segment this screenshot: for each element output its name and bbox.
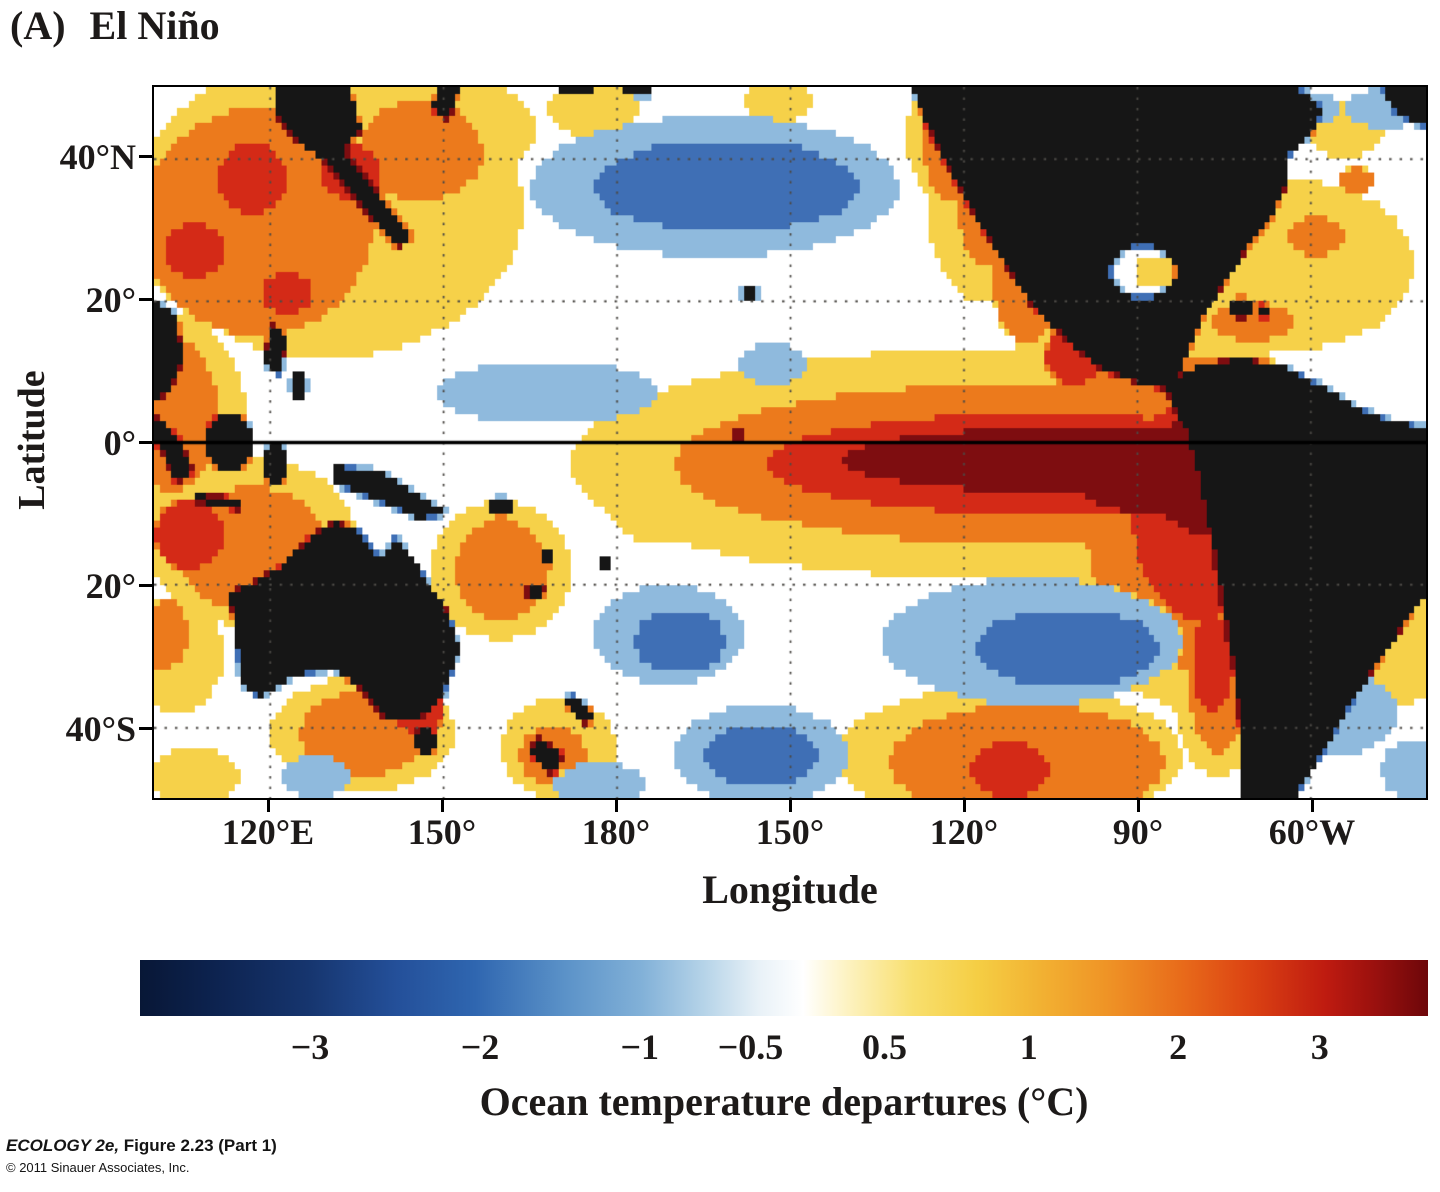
panel-title: El Niño — [89, 3, 220, 48]
colorbar-tick-label: 0.5 — [861, 1027, 907, 1067]
credit-book-title: ECOLOGY 2e, — [6, 1136, 120, 1155]
y-tick-label: 40°N — [59, 136, 136, 177]
x-tick-mark — [962, 800, 966, 812]
x-tick-mark — [440, 800, 444, 812]
x-tick-label: 120° — [929, 812, 999, 852]
anomaly-map-canvas — [154, 87, 1426, 798]
colorbar-tick-label: −0.5 — [717, 1027, 784, 1067]
credit-figure-ref: Figure 2.23 (Part 1) — [119, 1136, 277, 1155]
x-tick-mark — [1310, 800, 1314, 812]
y-tick-label: 20° — [85, 279, 136, 320]
y-tick-mark — [139, 584, 152, 587]
colorbar-tick-label: −1 — [620, 1027, 659, 1067]
y-tick-mark — [139, 441, 152, 444]
y-tick-mark — [139, 298, 152, 301]
colorbar-gradient — [140, 960, 1428, 1016]
panel-label: (A) — [10, 3, 66, 48]
colorbar-caption: Ocean temperature departures (°C) — [479, 1079, 1089, 1124]
colorbar-tick-label: 2 — [1169, 1027, 1188, 1067]
map-plot-area — [152, 85, 1428, 800]
x-tick-label: 150° — [407, 812, 477, 852]
figure-title: (A) El Niño — [10, 2, 220, 49]
y-tick-mark — [139, 727, 152, 730]
y-tick-label: 0° — [103, 422, 136, 463]
credit-line-1: ECOLOGY 2e, Figure 2.23 (Part 1) — [6, 1136, 277, 1156]
colorbar-tick-label: −3 — [290, 1027, 330, 1067]
x-tick-label: 150° — [755, 812, 825, 852]
x-axis-title: Longitude — [702, 867, 878, 912]
y-tick-label: 40°S — [65, 708, 136, 749]
colorbar-tick-label: 3 — [1310, 1027, 1329, 1067]
x-tick-mark — [788, 800, 792, 812]
y-tick-label: 20° — [85, 565, 136, 606]
x-tick-label: 120°E — [221, 812, 315, 852]
figure-credit: ECOLOGY 2e, Figure 2.23 (Part 1) © 2011 … — [6, 1136, 277, 1175]
x-tick-label: 180° — [581, 812, 651, 852]
x-tick-label: 90° — [1112, 812, 1164, 852]
x-tick-mark — [1136, 800, 1140, 812]
x-tick-label: 60°W — [1268, 812, 1356, 852]
x-tick-mark — [266, 800, 270, 812]
credit-line-2: © 2011 Sinauer Associates, Inc. — [6, 1160, 190, 1175]
colorbar-tick-label: −2 — [460, 1027, 500, 1067]
x-tick-mark — [614, 800, 618, 812]
colorbar-tick-label: 1 — [1019, 1027, 1038, 1067]
y-tick-mark — [139, 155, 152, 158]
